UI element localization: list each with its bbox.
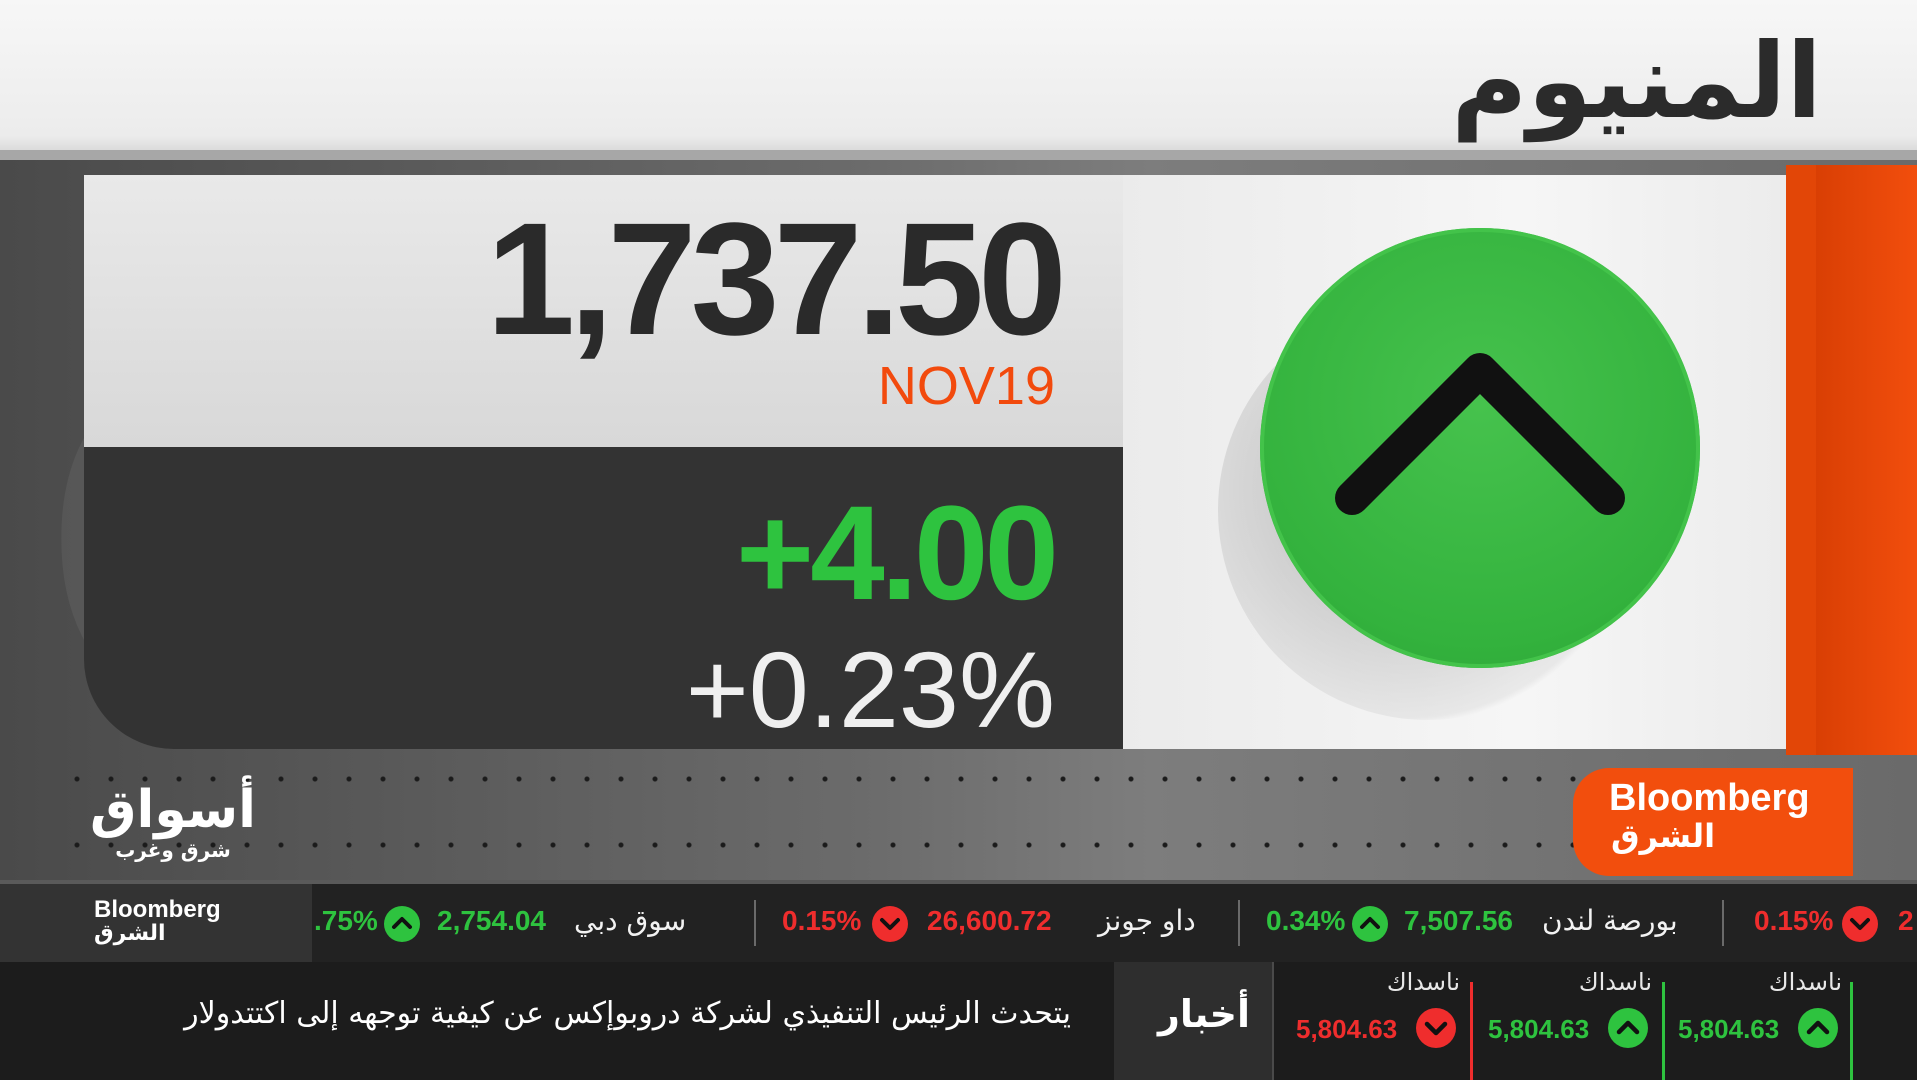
header-divider [0, 150, 1917, 160]
ticker-logo-ar: الشرق [94, 921, 166, 946]
news-label-box [1114, 962, 1272, 1080]
ticker-pct: 0.34% [1266, 905, 1346, 936]
ticker-value: 2 [1898, 905, 1914, 936]
ticker-name: داو جونز [1098, 904, 1196, 937]
ticker-value: 7,507.56 [1404, 905, 1513, 936]
accent-bar [1786, 165, 1917, 755]
ticker-logo-en: Bloomberg [94, 896, 221, 923]
aswaq-logo-sub: شرق وغرب [115, 838, 231, 862]
commodity-title: المنيوم [1451, 20, 1822, 142]
ticker-pct: 0.15% [1754, 905, 1834, 936]
arrow-up-icon [384, 906, 420, 942]
ticker-name: بورصة لندن [1542, 904, 1678, 937]
ticker-value: 2,754.04 [437, 905, 546, 936]
mini-quote-line [1470, 982, 1473, 1080]
ticker-value: 26,600.72 [927, 905, 1052, 936]
mini-quote-name: ناسداك [1386, 968, 1460, 996]
ticker-separator [1722, 900, 1724, 946]
ticker-separator [1238, 900, 1240, 946]
news-headline[interactable]: يتحدث الرئيس التنفيذي لشركة دروبوإكس عن … [184, 996, 1071, 1031]
arrow-up-icon [1352, 906, 1388, 942]
mini-quote-value: 5,804.63 [1488, 1014, 1590, 1044]
mini-quote-value: 5,804.63 [1296, 1014, 1398, 1044]
price-panel: 1,737.50 NOV19 [84, 175, 1123, 447]
arrow-down-icon [1842, 906, 1878, 942]
dot-pattern [60, 842, 1580, 848]
mini-quote-line [1662, 982, 1665, 1080]
ticker-pct: .75% [314, 905, 378, 936]
bloomberg-logo-en: Bloomberg [1609, 777, 1810, 819]
mini-quote-name: ناسداك [1768, 968, 1842, 996]
ticker-logo: Bloomberg الشرق [0, 884, 312, 962]
mini-quote: ناسداك 5,804.63 [1664, 962, 1854, 1080]
direction-indicator [1260, 228, 1700, 668]
arrow-down-icon [1416, 1008, 1456, 1048]
header-bar: المنيوم [0, 0, 1917, 160]
mini-quote-name: ناسداك [1578, 968, 1652, 996]
ticker-separator [754, 900, 756, 946]
chevron-up-icon [1335, 353, 1625, 515]
ticker-name: سوق دبي [574, 904, 687, 937]
news-separator [1272, 962, 1274, 1080]
ticker-pct: 0.15% [782, 905, 862, 936]
change-value: +4.00 [735, 479, 1059, 628]
aswaq-logo-main: أسواق [90, 780, 256, 840]
aswaq-logo: أسواق شرق وغرب [78, 780, 268, 880]
market-ticker: Bloomberg الشرق .75% 2,754.04 سوق دبي 0.… [0, 884, 1917, 962]
mini-quote: ناسداك 5,804.63 [1474, 962, 1665, 1080]
arrow-up-icon [1608, 1008, 1648, 1048]
mini-quote: ناسداك 5,804.63 [1282, 962, 1473, 1080]
news-bar: يتحدث الرئيس التنفيذي لشركة دروبوإكس عن … [0, 962, 1917, 1080]
change-percent: +0.23% [685, 629, 1055, 750]
mini-quote-line [1850, 982, 1853, 1080]
arrow-down-icon [872, 906, 908, 942]
contract-label: NOV19 [877, 356, 1055, 416]
bloomberg-badge: Bloomberg الشرق [1573, 768, 1853, 876]
news-label: أخبار [1158, 992, 1251, 1036]
change-panel: +4.00 +0.23% [84, 447, 1123, 750]
price-value: 1,737.50 [486, 189, 1067, 368]
bloomberg-logo-ar: الشرق [1611, 817, 1716, 855]
arrow-up-icon [1798, 1008, 1838, 1048]
mini-quote-value: 5,804.63 [1678, 1014, 1780, 1044]
dot-pattern [60, 776, 1580, 782]
